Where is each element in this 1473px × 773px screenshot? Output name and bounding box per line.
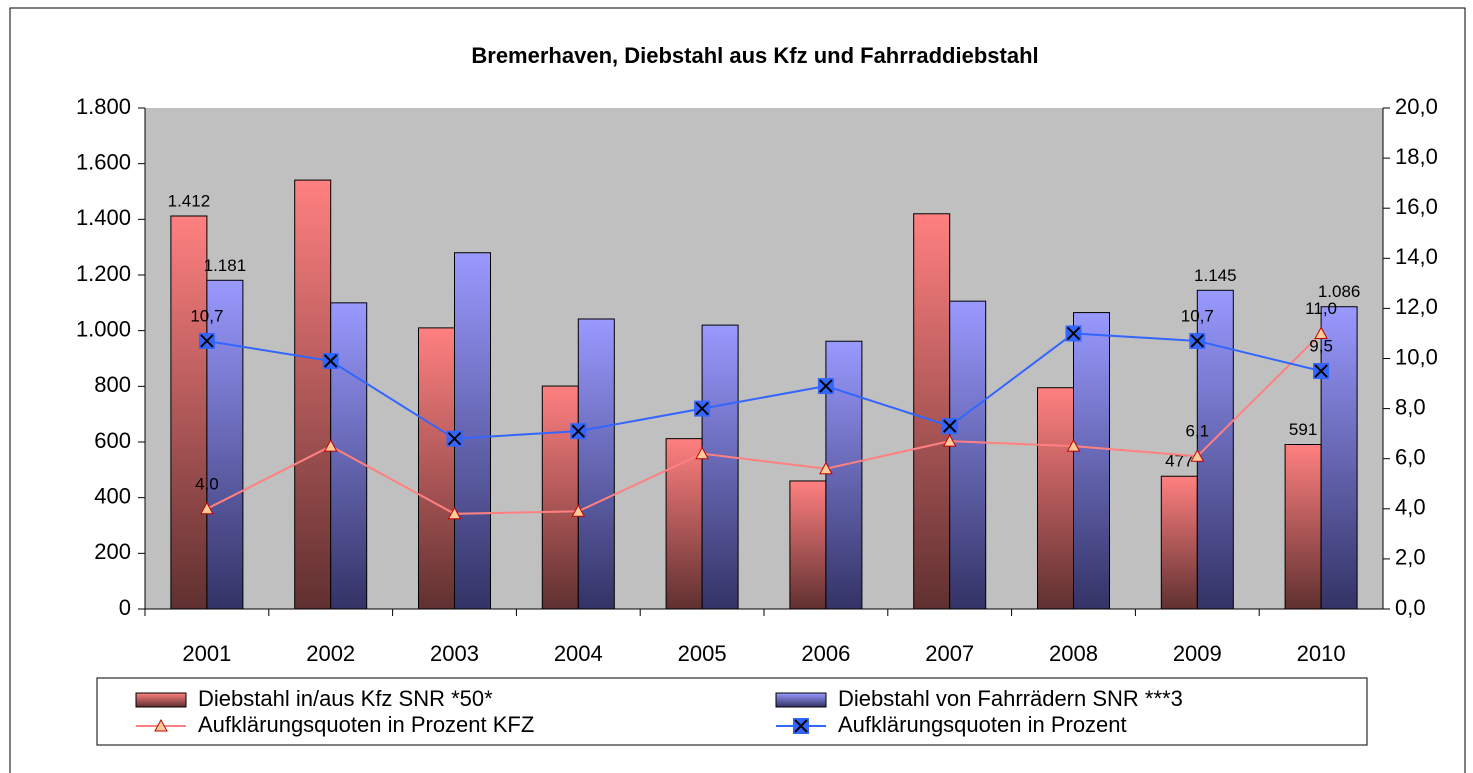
x-tick-label: 2002 <box>306 641 355 666</box>
marker-x <box>1066 326 1081 341</box>
legend-label: Aufklärungsquoten in Prozent <box>838 712 1127 737</box>
y-tick-label: 600 <box>94 428 131 453</box>
y2-tick-label: 10,0 <box>1395 344 1438 369</box>
bar <box>1284 444 1322 610</box>
data-label: 1.145 <box>1194 266 1237 285</box>
line-marker <box>819 461 833 475</box>
line-marker <box>323 439 338 452</box>
bar <box>701 324 739 610</box>
legend-marker <box>154 718 168 732</box>
y-tick-label: 0 <box>119 595 131 620</box>
x-tick-label: 2004 <box>554 641 603 666</box>
line-marker <box>1066 439 1081 452</box>
x-tick-label: 2005 <box>678 641 727 666</box>
y2-tick-label: 2,0 <box>1395 545 1426 570</box>
data-label: 9,5 <box>1309 337 1333 356</box>
legend-swatch <box>775 692 827 708</box>
data-label: 10,7 <box>190 306 223 325</box>
x-tick-label: 2008 <box>1049 641 1098 666</box>
y2-tick-label: 8,0 <box>1395 394 1426 419</box>
marker-x <box>819 379 833 393</box>
data-label: 1.181 <box>204 256 247 275</box>
legend-swatch <box>135 692 187 708</box>
bar <box>206 279 244 610</box>
y2-tick-label: 14,0 <box>1395 244 1438 269</box>
bar <box>577 318 615 610</box>
data-label: 6,1 <box>1185 422 1209 441</box>
line <box>206 332 1322 515</box>
marker-x <box>1314 364 1328 378</box>
marker-x <box>794 719 808 733</box>
bar <box>418 327 455 610</box>
x-tick-label: 2010 <box>1297 641 1346 666</box>
line-marker <box>1190 449 1205 462</box>
legend <box>96 677 1368 746</box>
marker-x <box>571 424 586 438</box>
data-label: 1.086 <box>1318 282 1361 301</box>
x-tick-label: 2003 <box>430 641 479 666</box>
x-tick-label: 2007 <box>925 641 974 666</box>
bar <box>789 480 827 610</box>
marker-x <box>695 401 709 416</box>
y2-tick-label: 16,0 <box>1395 194 1438 219</box>
bar <box>665 438 703 610</box>
bar <box>1320 306 1358 610</box>
marker-x <box>323 354 338 368</box>
y2-tick-label: 0,0 <box>1395 595 1426 620</box>
line-marker <box>447 506 462 520</box>
x-tick-label: 2006 <box>801 641 850 666</box>
chart-title: Bremerhaven, Diebstahl aus Kfz und Fahrr… <box>471 43 1038 68</box>
y-tick-label: 1.600 <box>76 149 131 174</box>
x-tick-label: 2009 <box>1173 641 1222 666</box>
data-label: 477 <box>1165 452 1193 471</box>
y-tick-label: 1.200 <box>76 261 131 286</box>
bar <box>170 215 208 610</box>
marker-x <box>200 334 214 348</box>
legend-label: Aufklärungsquoten in Prozent KFZ <box>198 712 534 737</box>
bar <box>541 385 579 610</box>
marker-x <box>942 419 957 433</box>
bar <box>294 179 332 610</box>
y-tick-label: 1.400 <box>76 205 131 230</box>
y2-tick-label: 4,0 <box>1395 495 1426 520</box>
line-marker <box>942 434 957 447</box>
bar <box>1073 312 1110 610</box>
y-tick-label: 200 <box>94 539 131 564</box>
y-tick-label: 1.800 <box>76 94 131 119</box>
bar <box>949 300 987 610</box>
data-label: 1.412 <box>168 191 211 210</box>
marker-x <box>1190 334 1205 348</box>
bar <box>1037 387 1074 610</box>
y2-tick-label: 18,0 <box>1395 144 1438 169</box>
y-tick-label: 400 <box>94 483 131 508</box>
legend-label: Diebstahl in/aus Kfz SNR *50* <box>198 686 493 711</box>
line-marker <box>200 501 214 515</box>
y-tick-label: 800 <box>94 372 131 397</box>
y2-tick-label: 12,0 <box>1395 294 1438 319</box>
y2-tick-label: 6,0 <box>1395 445 1426 470</box>
data-label: 591 <box>1289 420 1317 439</box>
x-tick-label: 2001 <box>182 641 231 666</box>
line-marker <box>1314 326 1328 339</box>
data-label: 4,0 <box>195 474 219 493</box>
bar <box>913 213 951 610</box>
line <box>206 332 1322 440</box>
line-marker <box>695 446 709 460</box>
marker-x <box>447 431 462 446</box>
data-label: 10,7 <box>1181 306 1214 325</box>
y-tick-label: 1.000 <box>76 316 131 341</box>
data-label: 11,0 <box>1305 299 1337 318</box>
legend-label: Diebstahl von Fahrrädern SNR ***3 <box>838 686 1183 711</box>
line-marker <box>571 504 586 517</box>
bar <box>1160 475 1198 610</box>
y2-tick-label: 20,0 <box>1395 94 1438 119</box>
